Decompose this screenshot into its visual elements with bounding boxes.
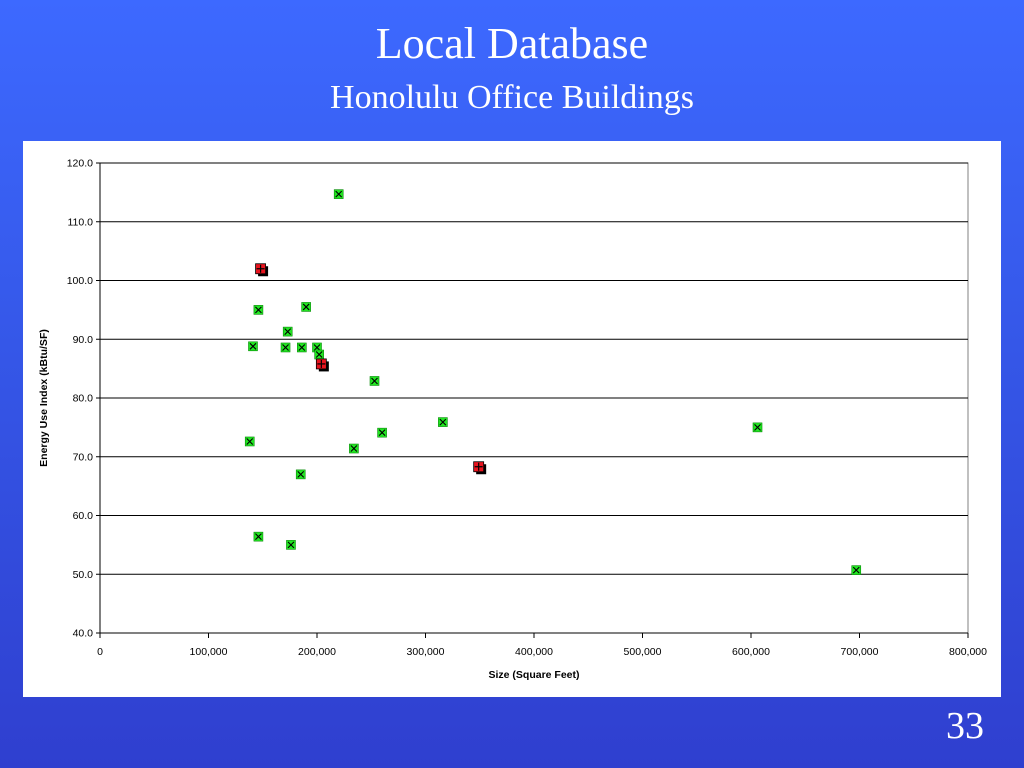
red-marker-point [473,461,487,475]
y-tick-label: 100.0 [67,275,93,287]
x-tick-label: 800,000 [949,646,987,658]
green-marker-point [253,305,264,315]
y-tick-label: 70.0 [73,451,94,463]
x-tick-label: 700,000 [841,646,879,658]
green-marker-point [301,302,311,312]
green-marker-point [286,540,296,550]
x-tick-label: 0 [97,646,103,658]
y-axis-title: Energy Use Index (kBtu/SF) [38,329,50,467]
green-marker-point [248,341,258,352]
green-marker-point [851,565,862,575]
y-tick-label: 80.0 [73,393,94,405]
green-marker-point [295,469,306,480]
x-tick-label: 200,000 [298,646,336,658]
green-marker-point [297,342,307,353]
page-number: 33 [946,705,984,747]
green-marker-point [752,422,763,433]
green-marker-point [280,342,291,353]
x-tick-label: 300,000 [407,646,445,658]
x-tick-label: 100,000 [190,646,228,658]
data-points [244,189,862,575]
green-marker-point [314,349,324,360]
slide-title: Local Database [375,19,649,68]
green-marker-point [244,436,255,447]
green-marker-point [349,443,359,454]
green-marker-point [333,189,344,199]
y-tick-label: 110.0 [68,216,94,228]
chart-panel: 40.0 50.0 60.0 70.0 80.0 90.0 100.0 110.0 120.0 0… [23,141,1001,697]
x-tick-label: 600,000 [732,646,770,658]
y-tick-label: 50.0 [73,569,94,581]
green-marker-point [253,531,264,542]
axes: 40.0 50.0 60.0 70.0 80.0 90.0 100.0 110.0 120.0 0… [67,158,987,659]
x-tick-label: 500,000 [624,646,662,658]
red-marker-point [255,263,269,277]
green-marker-point [369,376,380,386]
y-tick-label: 120.0 [67,158,93,170]
x-tick-label: 400,000 [515,646,553,658]
green-marker-point [282,326,293,337]
green-marker-point [377,427,387,438]
scatter-chart: 40.0 50.0 60.0 70.0 80.0 90.0 100.0 110.0 120.0 0… [38,158,987,682]
slide-subtitle: Honolulu Office Buildings [330,79,694,116]
y-tick-label: 60.0 [73,510,94,522]
green-marker-point [438,417,448,427]
x-axis-title: Size (Square Feet) [488,669,579,681]
red-marker-point [315,358,329,372]
y-tick-label: 40.0 [73,628,94,640]
y-tick-label: 90.0 [73,334,94,346]
